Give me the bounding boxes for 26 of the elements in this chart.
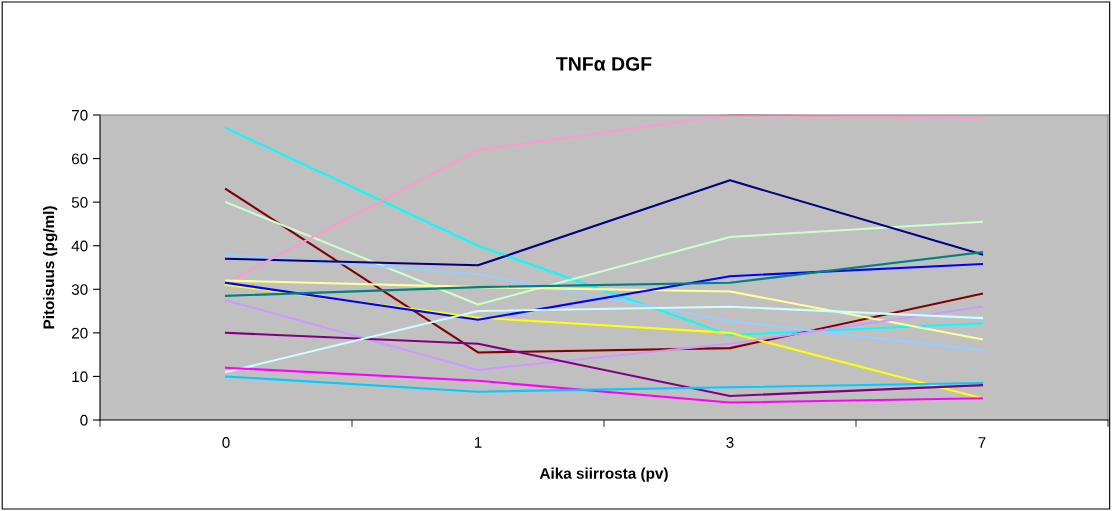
line-series xyxy=(224,279,984,341)
line-series xyxy=(224,375,984,393)
y-tick-label: 30 xyxy=(71,284,88,295)
y-tick-label: 0 xyxy=(80,414,88,426)
y-tick-label: 60 xyxy=(71,153,88,165)
y-tick-label: 20 xyxy=(71,327,88,339)
chart-title: TNFα DGF xyxy=(556,56,652,71)
line-series xyxy=(224,253,984,352)
y-axis-title: Pitoisuus (pg/ml) xyxy=(43,206,58,329)
line-series xyxy=(224,262,984,321)
x-tick-label: 0 xyxy=(222,437,230,448)
y-tick-label: 10 xyxy=(72,371,88,383)
y-tick-label: 70 xyxy=(71,109,88,121)
line-series xyxy=(224,201,984,306)
x-tick-label: 1 xyxy=(474,437,482,448)
y-tick-label: 50 xyxy=(71,197,88,208)
line-series xyxy=(224,179,984,267)
line-series xyxy=(224,188,984,354)
x-tick-label: 3 xyxy=(726,437,734,448)
y-tick-label: 40 xyxy=(71,240,88,252)
line-series xyxy=(224,331,984,398)
x-tick-label: 7 xyxy=(978,437,986,448)
line-series xyxy=(224,251,984,297)
line-series xyxy=(224,366,984,404)
line-series xyxy=(224,127,984,337)
x-axis-title: Aika siirrosta (pv) xyxy=(539,467,668,482)
